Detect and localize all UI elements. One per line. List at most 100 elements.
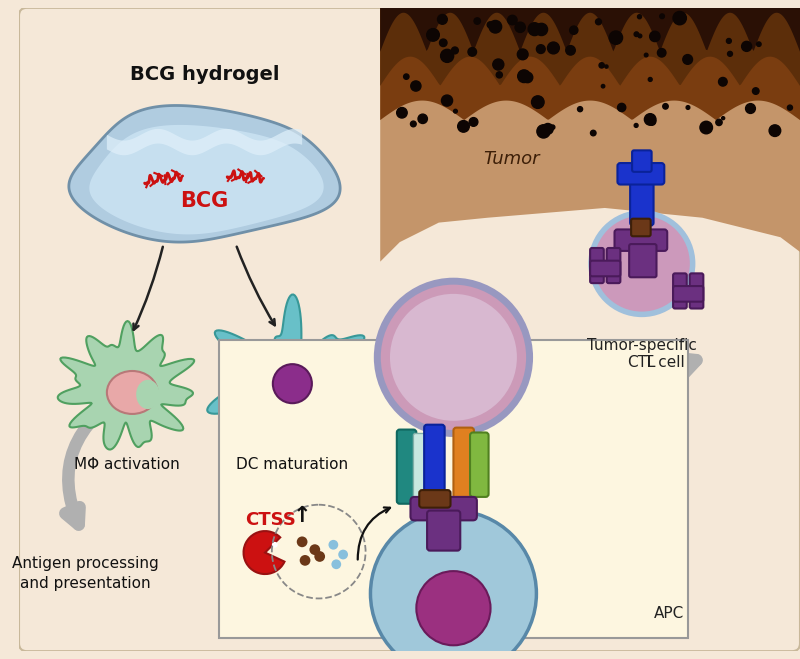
Circle shape <box>644 53 648 57</box>
Circle shape <box>727 51 733 56</box>
Circle shape <box>297 536 307 547</box>
Text: BCG hydrogel: BCG hydrogel <box>130 65 279 84</box>
Circle shape <box>272 542 278 548</box>
Circle shape <box>468 47 477 56</box>
Circle shape <box>454 109 458 113</box>
Polygon shape <box>107 129 302 156</box>
Circle shape <box>426 28 439 41</box>
Circle shape <box>686 105 690 109</box>
FancyBboxPatch shape <box>673 286 703 302</box>
Text: MΦ activation: MΦ activation <box>74 457 179 472</box>
FancyBboxPatch shape <box>427 511 460 551</box>
Text: Tumor: Tumor <box>482 150 539 168</box>
Circle shape <box>528 22 541 36</box>
Circle shape <box>522 72 533 82</box>
Circle shape <box>441 49 454 63</box>
Ellipse shape <box>107 371 158 414</box>
Circle shape <box>716 119 722 125</box>
Circle shape <box>634 123 638 127</box>
Circle shape <box>418 114 427 123</box>
Circle shape <box>602 84 605 88</box>
FancyBboxPatch shape <box>424 424 445 509</box>
Circle shape <box>638 34 642 38</box>
FancyBboxPatch shape <box>454 428 474 500</box>
FancyBboxPatch shape <box>629 244 657 277</box>
Circle shape <box>314 551 325 562</box>
Circle shape <box>700 121 713 134</box>
FancyBboxPatch shape <box>219 340 688 637</box>
Polygon shape <box>69 105 340 242</box>
Circle shape <box>410 121 416 127</box>
Circle shape <box>683 55 693 65</box>
Polygon shape <box>90 125 324 235</box>
Circle shape <box>273 364 312 403</box>
Circle shape <box>599 63 604 68</box>
Circle shape <box>595 19 602 25</box>
Circle shape <box>648 78 652 82</box>
Circle shape <box>673 11 686 25</box>
Circle shape <box>590 130 596 136</box>
Circle shape <box>469 117 478 127</box>
Text: DC maturation: DC maturation <box>236 457 349 472</box>
Text: BCG: BCG <box>180 191 229 211</box>
FancyBboxPatch shape <box>618 163 664 185</box>
Circle shape <box>537 125 550 138</box>
Circle shape <box>300 555 310 565</box>
FancyBboxPatch shape <box>397 430 416 503</box>
Text: T cell: T cell <box>644 355 685 370</box>
Circle shape <box>591 213 693 314</box>
FancyBboxPatch shape <box>590 248 604 283</box>
Polygon shape <box>207 295 368 458</box>
Circle shape <box>787 105 793 110</box>
Circle shape <box>757 42 761 46</box>
Polygon shape <box>380 8 800 120</box>
FancyBboxPatch shape <box>690 273 703 308</box>
Circle shape <box>370 511 537 659</box>
Circle shape <box>542 123 554 134</box>
Circle shape <box>515 22 526 32</box>
Circle shape <box>493 59 504 70</box>
Circle shape <box>535 23 547 36</box>
Circle shape <box>451 47 458 54</box>
Polygon shape <box>380 8 800 262</box>
Ellipse shape <box>136 380 159 409</box>
FancyBboxPatch shape <box>614 229 667 251</box>
Circle shape <box>416 571 490 645</box>
Circle shape <box>742 42 752 51</box>
FancyBboxPatch shape <box>631 219 650 237</box>
Circle shape <box>487 22 494 28</box>
Circle shape <box>310 544 320 555</box>
Circle shape <box>438 14 447 24</box>
Circle shape <box>610 31 622 44</box>
Circle shape <box>518 70 530 82</box>
Circle shape <box>650 31 660 42</box>
FancyBboxPatch shape <box>630 176 654 225</box>
Circle shape <box>570 26 578 34</box>
Circle shape <box>458 121 470 132</box>
Text: Antigen processing
and presentation: Antigen processing and presentation <box>12 556 158 591</box>
FancyBboxPatch shape <box>470 432 489 497</box>
Circle shape <box>531 96 544 108</box>
Circle shape <box>378 281 530 434</box>
Circle shape <box>660 14 665 18</box>
Polygon shape <box>58 321 194 449</box>
Text: CTSS: CTSS <box>246 511 296 529</box>
Circle shape <box>496 72 502 78</box>
Circle shape <box>518 49 528 60</box>
FancyBboxPatch shape <box>673 273 686 308</box>
Circle shape <box>753 88 759 94</box>
Circle shape <box>658 49 666 57</box>
FancyBboxPatch shape <box>419 490 450 507</box>
FancyBboxPatch shape <box>414 434 427 498</box>
Circle shape <box>508 15 517 25</box>
Circle shape <box>566 45 575 55</box>
Circle shape <box>746 103 755 113</box>
FancyBboxPatch shape <box>19 8 800 651</box>
Circle shape <box>474 18 481 24</box>
Circle shape <box>329 540 338 550</box>
Circle shape <box>618 103 626 111</box>
Circle shape <box>331 559 341 569</box>
Circle shape <box>550 125 555 129</box>
Circle shape <box>442 95 453 106</box>
Circle shape <box>648 117 656 125</box>
